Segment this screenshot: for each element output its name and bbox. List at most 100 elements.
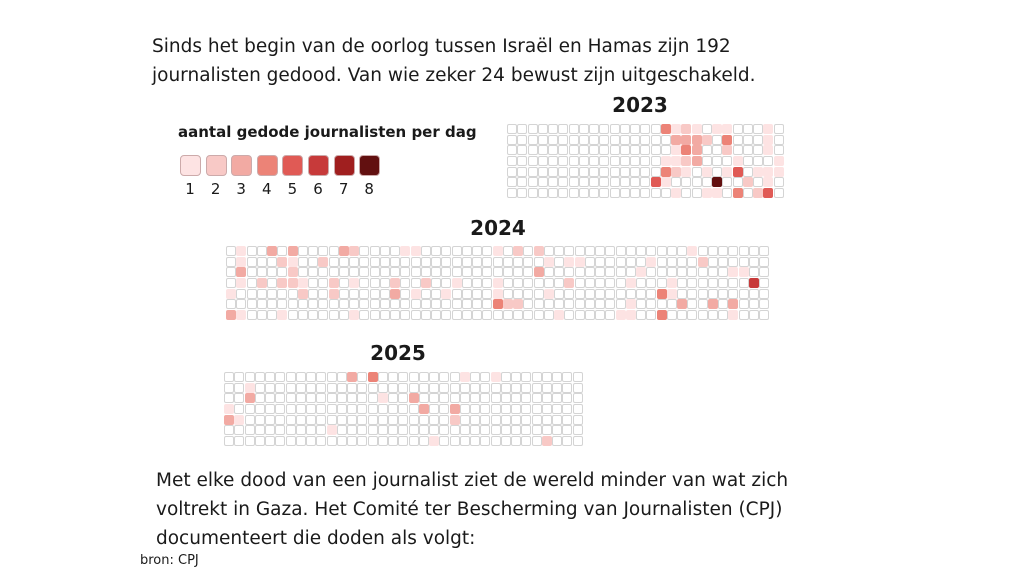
day-cell (697, 267, 708, 278)
day-cell (480, 425, 491, 436)
day-cell (472, 277, 482, 288)
year-title-2023: 2023 (612, 93, 668, 117)
day-cell (513, 267, 523, 278)
day-cell (461, 309, 472, 320)
day-cell (523, 277, 534, 288)
day-cell (558, 124, 569, 134)
day-cell (254, 393, 265, 404)
day-cell (630, 166, 640, 177)
day-cell (656, 299, 667, 310)
day-cell (224, 372, 234, 382)
day-cell (748, 256, 759, 267)
day-cell (584, 267, 595, 278)
day-cell (367, 414, 378, 425)
day-cell (738, 256, 749, 267)
day-cell (517, 187, 528, 198)
day-cell (718, 299, 728, 310)
day-cell (285, 435, 296, 446)
day-cell (552, 393, 562, 404)
day-cell (564, 246, 575, 256)
day-cell (615, 277, 626, 288)
day-cell (640, 166, 651, 177)
day-cell (507, 166, 517, 177)
day-cell (246, 277, 257, 288)
day-cell (400, 309, 411, 320)
day-cell (722, 155, 733, 166)
day-cell (390, 267, 400, 278)
legend-label-1: 1 (185, 180, 195, 198)
day-cell (410, 267, 421, 278)
day-cell (379, 288, 390, 299)
day-cell (707, 267, 718, 278)
day-cell (562, 414, 573, 425)
day-cell (418, 372, 429, 382)
day-cell (398, 425, 409, 436)
day-cell (748, 267, 759, 278)
day-cell (429, 382, 439, 393)
day-cell (595, 267, 605, 278)
day-cell (521, 425, 532, 436)
day-cell (554, 277, 564, 288)
day-cell (482, 277, 493, 288)
day-cell (244, 382, 255, 393)
day-cell (439, 372, 450, 382)
day-cell (759, 246, 769, 256)
day-cell (379, 299, 390, 310)
day-cell (297, 309, 308, 320)
day-cell (541, 435, 552, 446)
day-cell (500, 435, 511, 446)
day-cell (748, 309, 759, 320)
day-cell (773, 166, 784, 177)
day-cell (636, 277, 646, 288)
day-cell (439, 435, 450, 446)
day-cell (527, 145, 538, 156)
day-cell (558, 187, 569, 198)
day-cell (589, 124, 599, 134)
day-cell (712, 187, 722, 198)
day-cell (451, 309, 462, 320)
day-cell (441, 288, 452, 299)
day-cell (277, 288, 288, 299)
day-cell (328, 299, 339, 310)
day-cell (748, 246, 759, 256)
day-cell (691, 134, 702, 145)
day-cell (461, 246, 472, 256)
day-cell (449, 382, 460, 393)
day-cell (656, 309, 667, 320)
day-cell (552, 425, 562, 436)
day-cell (400, 267, 411, 278)
day-cell (418, 425, 429, 436)
day-cell (718, 277, 728, 288)
day-cell (572, 414, 583, 425)
day-cell (256, 267, 267, 278)
day-cell (650, 155, 661, 166)
day-cell (336, 403, 347, 414)
day-cell (408, 414, 419, 425)
day-cell (470, 435, 480, 446)
day-cell (244, 393, 255, 404)
legend-label-5: 5 (287, 180, 298, 198)
day-cell (687, 267, 698, 278)
day-cell (388, 393, 398, 404)
day-cell (687, 277, 698, 288)
year-title-2024: 2024 (470, 216, 526, 240)
day-cell (349, 256, 359, 267)
day-cell (728, 288, 739, 299)
day-cell (554, 246, 564, 256)
day-cell (349, 299, 359, 310)
day-cell (295, 414, 306, 425)
day-cell (548, 155, 558, 166)
day-cell (480, 393, 491, 404)
day-cell (589, 166, 599, 177)
day-cell (558, 177, 569, 188)
day-cell (759, 299, 769, 310)
day-cell (707, 256, 718, 267)
day-cell (224, 425, 234, 436)
day-cell (722, 166, 733, 177)
legend-label-3: 3 (236, 180, 246, 198)
day-cell (357, 425, 368, 436)
day-cell (226, 267, 236, 278)
day-cell (671, 124, 681, 134)
day-cell (697, 288, 708, 299)
day-cell (316, 372, 327, 382)
